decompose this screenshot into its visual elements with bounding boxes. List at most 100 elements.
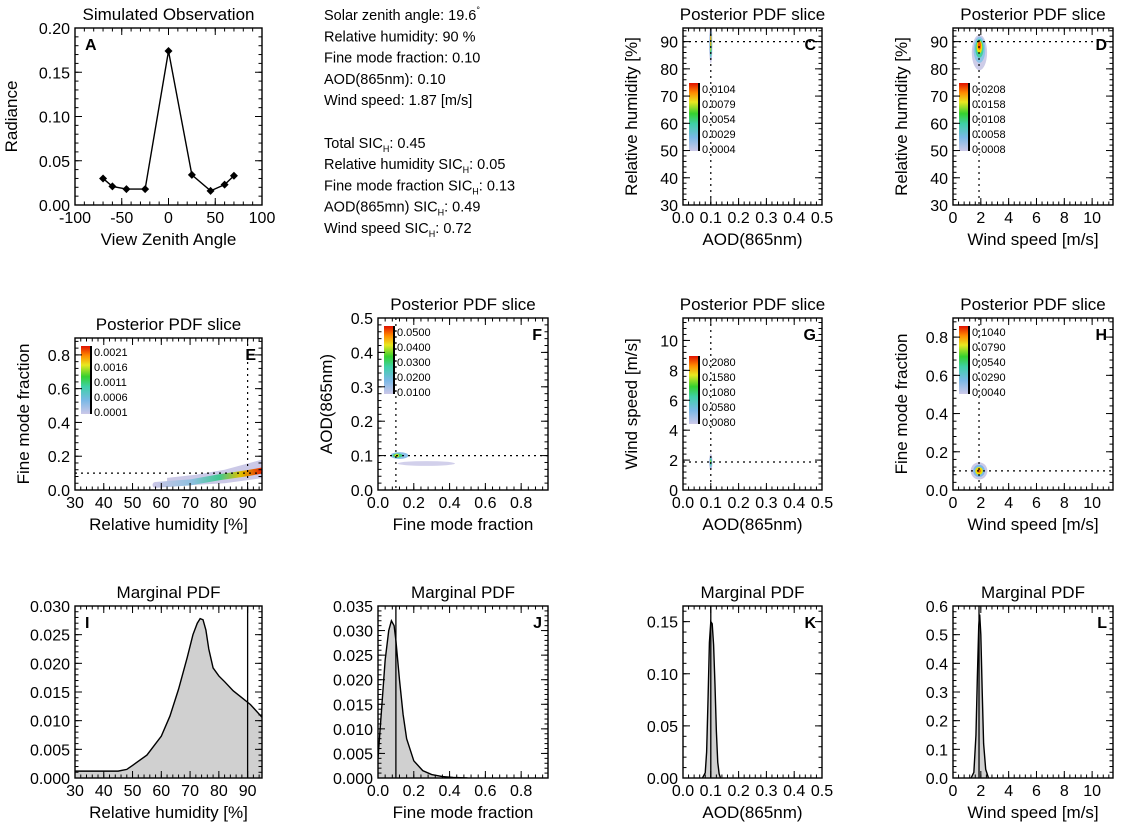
y-tick-label: 10 (660, 333, 678, 350)
info-line: Relative humidity: 90 % (324, 29, 476, 45)
x-tick-label: 0.8 (510, 495, 532, 512)
x-tick-label: -50 (110, 210, 133, 227)
colorbar-label: 0.1080 (702, 387, 736, 399)
colorbar-label: 0.0580 (702, 402, 736, 414)
colorbar (959, 83, 968, 151)
colorbar-edge (698, 83, 700, 151)
x-tick-label: -100 (59, 210, 91, 227)
panel-letter: F (532, 327, 542, 344)
axes-frame (377, 605, 549, 779)
pdf-fill (75, 618, 262, 778)
x-tick-label: 0.2 (403, 783, 425, 800)
chart-title: Posterior PDF slice (960, 5, 1105, 24)
y-tick-label: 0.10 (647, 667, 678, 684)
chart-title: Marginal PDF (701, 583, 805, 602)
panel-letter: L (1097, 615, 1107, 632)
data-point (141, 185, 150, 194)
y-tick-label: 0.000 (30, 771, 70, 788)
colorbar-label: 0.2080 (702, 357, 736, 369)
x-tick-label: 90 (239, 495, 257, 512)
data-point (220, 180, 229, 189)
info-line: Fine mode fraction SICH: 0.13 (324, 178, 515, 196)
colorbar-label: 0.0200 (397, 372, 431, 384)
y-tick-label: 0.025 (30, 628, 70, 645)
panel-letter: D (1095, 37, 1107, 54)
y-tick-label: 0.020 (30, 656, 70, 673)
colorbar-label: 0.0058 (972, 129, 1006, 141)
x-tick-label: 40 (95, 783, 113, 800)
y-tick-label: 50 (930, 144, 948, 161)
pdf-outer-band (167, 459, 262, 486)
x-tick-label: 0 (949, 783, 958, 800)
info-line: Solar zenith angle: 19.6° (324, 5, 480, 24)
y-tick-label: 0.0 (926, 771, 948, 788)
y-tick-label: 8 (669, 363, 678, 380)
x-tick-label: 0.4 (783, 210, 805, 227)
y-tick-label: 0.3 (351, 380, 373, 397)
x-tick-label: 0.0 (367, 783, 389, 800)
colorbar-label: 0.0079 (702, 99, 736, 111)
y-tick-label: 0.3 (926, 685, 948, 702)
x-axis-label: View Zenith Angle (101, 230, 237, 249)
x-axis-label: Relative humidity [%] (89, 515, 248, 534)
x-tick-label: 0.5 (811, 783, 833, 800)
colorbar (689, 83, 698, 151)
colorbar-label: 0.0001 (94, 407, 128, 419)
panel-c: 0.0104 0.0079 0.0054 0.0029 0.0004 0.0 0.1 0.2 0… (622, 5, 833, 249)
x-tick-label: 0.1 (700, 783, 722, 800)
axes-frame (952, 27, 1114, 206)
y-axis-label: Fine mode fraction (14, 344, 33, 485)
info-line: AOD(865mn) SICH: 0.49 (324, 200, 480, 218)
x-tick-label: 80 (210, 783, 228, 800)
colorbar-edge (968, 83, 970, 151)
info-line: Fine mode fraction: 0.10 (324, 51, 480, 67)
x-tick-label: 0.3 (755, 495, 777, 512)
info-line: Relative humidity SICH: 0.05 (324, 157, 505, 175)
x-tick-label: 6 (1032, 783, 1041, 800)
y-tick-label: 0.4 (351, 345, 373, 362)
x-tick-label: 10 (1083, 495, 1101, 512)
plot-area-a (99, 47, 238, 195)
y-tick-label: 90 (660, 35, 678, 52)
y-tick-label: 0.6 (926, 599, 948, 616)
y-tick-label: 0.8 (926, 330, 948, 347)
y-tick-label: 0.2 (926, 445, 948, 462)
x-tick-label: 0.0 (367, 495, 389, 512)
data-point (164, 47, 173, 56)
colorbar-edge (968, 326, 970, 394)
x-axis-label: AOD(865nm) (702, 515, 802, 534)
y-tick-label: 0.05 (647, 719, 678, 736)
colorbar-label: 0.1040 (972, 327, 1006, 339)
chart-title: Marginal PDF (117, 583, 221, 602)
x-axis-label: Fine mode fraction (393, 515, 534, 534)
y-tick-label: 2 (669, 453, 678, 470)
colorbar-label: 0.0500 (397, 327, 431, 339)
colorbar-label: 0.0400 (397, 342, 431, 354)
x-tick-label: 30 (66, 495, 84, 512)
plot-area-g (683, 318, 822, 490)
panel-k: 0.0 0.1 0.2 0.3 0.4 0.5 0.00 0.05 0.10 0.15 Margin… (647, 583, 833, 822)
x-tick-label: 0.5 (811, 210, 833, 227)
y-tick-label: 0.025 (333, 648, 373, 665)
pdf-contour (977, 468, 981, 473)
info-line: Wind speed: 1.87 [m/s] (324, 93, 472, 109)
panel-a: -100 -50 0 50 100 0.00 0.05 0.10 0.15 0.20 Simulat… (2, 5, 275, 249)
panel-letter: G (804, 327, 816, 344)
x-tick-label: 0.4 (783, 783, 805, 800)
x-tick-label: 0.5 (811, 495, 833, 512)
y-tick-label: 80 (930, 62, 948, 79)
pdf-curve (75, 617, 262, 772)
plot-area-c (683, 28, 822, 205)
y-tick-label: 4 (669, 423, 678, 440)
pdf-fill (378, 620, 468, 778)
x-tick-label: 0 (949, 210, 958, 227)
data-point (99, 174, 108, 183)
panel-d: 0.0208 0.0158 0.0108 0.0058 0.0008 0 2 4 6 8 10 30 4… (892, 5, 1114, 249)
x-tick-label: 0.4 (783, 495, 805, 512)
chart-title: Posterior PDF slice (96, 315, 241, 334)
x-tick-label: 0.3 (755, 210, 777, 227)
colorbar-label: 0.0006 (94, 392, 128, 404)
colorbar-label: 0.0108 (972, 114, 1006, 126)
y-tick-label: 0.6 (926, 368, 948, 385)
